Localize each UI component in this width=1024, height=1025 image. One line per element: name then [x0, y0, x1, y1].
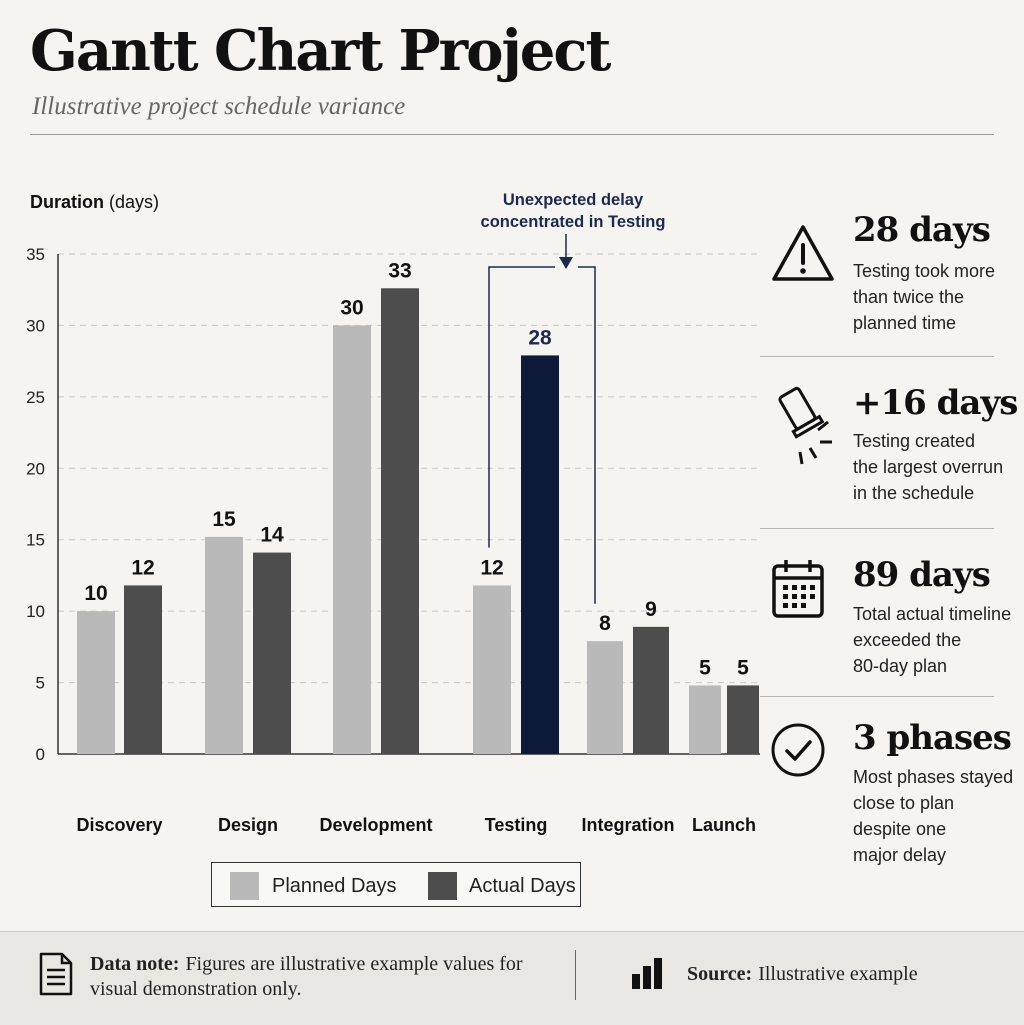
calendar-icon [772, 560, 824, 618]
x-category-label: Design [218, 815, 278, 835]
page-title: Gantt Chart Project [30, 18, 611, 84]
data-label: 10 [84, 582, 107, 605]
bar-planned-development [333, 325, 371, 754]
document-icon [39, 952, 73, 996]
y-tick-label: 10 [26, 602, 45, 621]
annotation-text: concentrated in Testing [481, 213, 666, 231]
y-tick-label: 20 [26, 459, 45, 478]
bar-chart: 0510152025303510PlannedDays12ActualDaysD… [26, 191, 760, 835]
page-subtitle: Illustrative project schedule variance [32, 93, 406, 120]
y-tick-label: 30 [26, 316, 45, 335]
stat-desc-line: Testing created [853, 431, 976, 451]
data-label: 5 [737, 656, 749, 679]
check-circle-icon [771, 723, 825, 777]
stat-description: Total actual timeline exceeded the 80-da… [853, 601, 1023, 679]
data-label: 12 [480, 556, 503, 579]
header-divider [30, 134, 994, 135]
bar-actual-design [253, 552, 291, 754]
data-label: 14 [260, 524, 284, 547]
stat-divider [760, 528, 994, 529]
stat-description: Most phases stayed close to plan despite… [853, 764, 1023, 868]
stat-desc-line: planned time [853, 313, 957, 333]
y-tick-label: 0 [36, 745, 45, 764]
warning-icon [772, 225, 834, 281]
data-label: 8 [599, 612, 611, 635]
y-axis-label-unit: (days) [109, 192, 160, 212]
stat-desc-line: Testing took more [853, 261, 996, 281]
stat-desc-line: Total actual timeline [853, 604, 1012, 624]
footer-divider [575, 950, 576, 1000]
y-tick-label: 5 [36, 674, 45, 693]
alarm-light-icon [778, 386, 832, 465]
data-note-label: Data note: [90, 953, 180, 975]
y-axis-label: Duration (days) [30, 192, 159, 213]
data-label: 33 [388, 259, 411, 282]
bar-actual-testing [521, 355, 559, 754]
annotation-arrowhead [559, 257, 573, 269]
stat-desc-line: exceeded the [853, 630, 962, 650]
legend-label-planned: Planned Days [272, 875, 397, 897]
y-tick-label: 15 [26, 531, 45, 550]
bar-chart-icon [632, 958, 662, 989]
bar-actual-development [381, 288, 419, 754]
stat-divider [760, 356, 994, 357]
stat-desc-line: despite one [853, 819, 947, 839]
stat-description: Testing created the largest overrun in t… [853, 428, 1023, 506]
stat-desc-line: the largest overrun [853, 457, 1004, 477]
stat-desc-line: 80-day plan [853, 656, 948, 676]
stat-desc-line: Most phases stayed [853, 767, 1014, 787]
x-category-label: Launch [692, 815, 756, 835]
bar-actual-integration [633, 626, 669, 754]
legend-swatch-planned [230, 872, 259, 900]
data-note: Data note: Figures are illustrative examp… [90, 952, 540, 1002]
bar-actual-launch [727, 685, 759, 754]
stat-description: Testing took more than twice the planned… [853, 258, 1023, 336]
x-category-label: Integration [582, 815, 675, 835]
legend-swatch-actual [428, 872, 457, 900]
source-label: Source: [687, 963, 753, 985]
data-label: 15 [212, 508, 236, 531]
y-tick-label: 35 [26, 245, 45, 264]
data-label: 28 [528, 326, 552, 349]
source: Source: Illustrative example [687, 963, 918, 986]
bar-planned-discovery [77, 611, 115, 754]
data-label: 30 [340, 296, 363, 319]
bar-actual-discovery [124, 585, 162, 754]
stat-desc-line: than twice the [853, 287, 965, 307]
x-category-label: Development [319, 815, 432, 835]
x-category-label: Testing [485, 815, 548, 835]
annotation-text: Unexpected delay [503, 191, 644, 209]
annotation-bracket [488, 266, 555, 548]
x-category-label: Discovery [76, 815, 162, 835]
stat-desc-line: major delay [853, 845, 947, 865]
footer: Data note: Figures are illustrative examp… [0, 931, 1024, 1025]
annotation-bracket [578, 266, 596, 604]
stat-desc-line: close to plan [853, 793, 955, 813]
y-tick-label: 25 [26, 388, 45, 407]
bar-planned-testing [473, 585, 511, 754]
y-axis-label-bold: Duration [30, 192, 104, 212]
data-note-text: Figures are illustrative example values … [90, 953, 523, 1000]
bar-planned-launch [689, 685, 721, 754]
chart-legend: Planned Days Actual Days [211, 862, 581, 907]
stat-divider [760, 696, 994, 697]
data-label: 5 [699, 656, 711, 679]
stat-value: 3 phases [853, 718, 1012, 758]
bar-planned-integration [587, 641, 623, 754]
bar-planned-design [205, 536, 243, 754]
stat-value: +16 days [853, 383, 1018, 423]
source-text: Illustrative example [758, 963, 918, 985]
stat-value: 28 days [853, 210, 991, 250]
stat-value: 89 days [853, 555, 991, 595]
data-label: 9 [645, 598, 657, 621]
stat-desc-line: in the schedule [853, 483, 975, 503]
legend-label-actual: Actual Days [469, 875, 576, 897]
data-label: 12 [131, 556, 154, 579]
